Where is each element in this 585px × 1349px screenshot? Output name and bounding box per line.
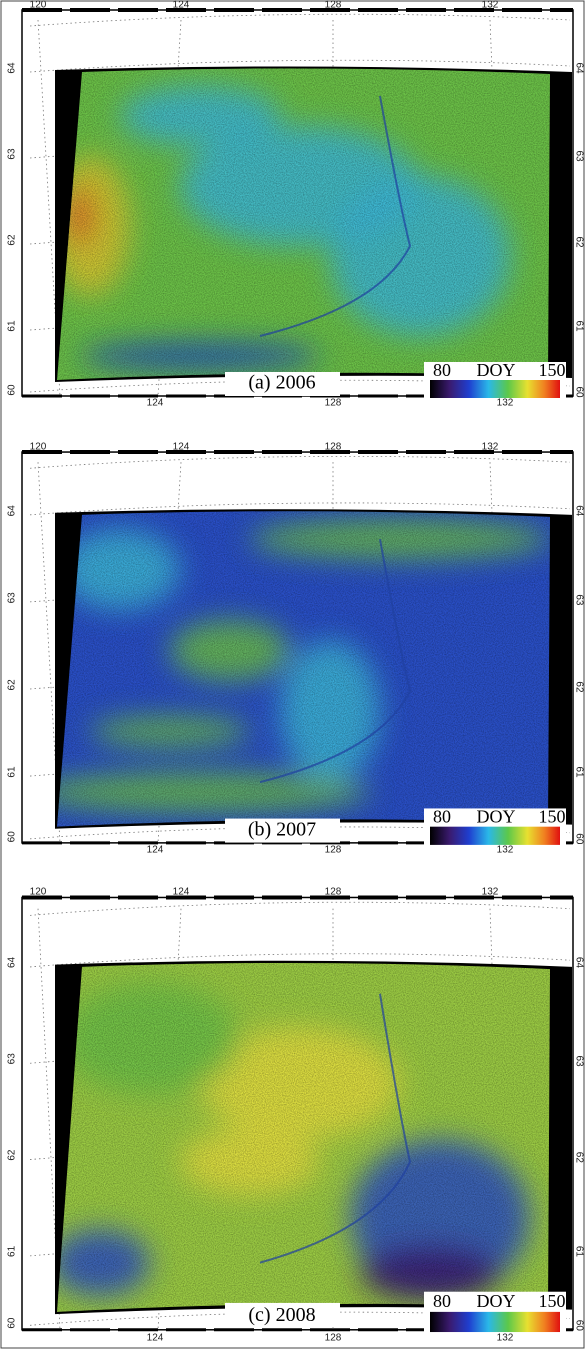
bottom-tick-label: 128 [325,845,342,856]
right-tick-label: 61 [573,766,584,778]
right-tick-label: 60 [573,1320,584,1332]
right-tick-label: 60 [573,386,584,398]
left-tick-label: 61 [7,766,18,778]
top-tick-label: 132 [482,0,499,11]
right-tick-label: 61 [573,1246,584,1258]
map-image [50,949,570,1319]
caption: (a) 2006 [248,372,315,394]
colorbar-label: DOY [477,1291,516,1311]
map-panel: 120 124 128 132 124 128 132 64 63 62 61 60 64 63 62 61 6… [7,0,585,409]
map-image [50,56,570,386]
colorbar-max: 150 [539,1291,566,1311]
top-tick-label: 120 [30,0,47,11]
left-tick-label: 60 [7,831,18,843]
left-tick-label: 60 [7,384,18,396]
right-tick-label: 61 [573,320,584,332]
right-tick-label: 64 [573,957,584,969]
right-tick-label: 63 [573,1055,584,1067]
right-tick-label: 60 [573,833,584,845]
right-tick-label: 62 [573,681,584,693]
figure: 120 124 128 132 124 128 132 64 63 62 61 60 64 63 62 61 6… [0,0,585,1349]
bottom-tick-label: 124 [147,398,164,409]
caption: (c) 2008 [248,1304,315,1326]
colorbar-max: 150 [539,360,566,380]
bottom-tick-label: 132 [497,845,514,856]
left-tick-label: 64 [7,956,18,968]
left-tick-label: 63 [7,1053,18,1065]
colorbar [430,1312,560,1332]
colorbar [430,380,560,398]
right-tick-label: 62 [573,1152,584,1164]
right-tick-label: 63 [573,594,584,606]
top-tick-label: 128 [325,887,342,898]
bottom-tick-label: 132 [497,1332,514,1343]
top-tick-label: 124 [173,887,190,898]
top-tick-label: 124 [173,0,190,11]
left-tick-label: 62 [7,1149,18,1161]
bottom-tick-label: 128 [325,1332,342,1343]
colorbar-max: 150 [539,807,566,827]
left-tick-label: 63 [7,592,18,604]
top-tick-label: 124 [173,442,190,453]
colorbar-label: DOY [477,807,516,827]
left-tick-label: 61 [7,1245,18,1257]
colorbar-min: 80 [433,807,451,827]
left-tick-label: 64 [7,62,18,74]
bottom-tick-label: 132 [497,398,514,409]
bottom-tick-label: 124 [147,845,164,856]
colorbar-min: 80 [433,360,451,380]
top-tick-label: 132 [482,442,499,453]
left-tick-label: 60 [7,1317,18,1329]
map-image [30,499,570,833]
right-tick-label: 64 [573,62,584,74]
top-tick-label: 132 [482,887,499,898]
bottom-tick-label: 128 [325,398,342,409]
colorbar-min: 80 [433,1291,451,1311]
right-tick-label: 64 [573,505,584,517]
left-tick-label: 61 [7,320,18,332]
map-panel: 120 124 128 132 124 128 132 64 63 62 61 60 64 63 62 61 6… [7,887,585,1344]
map-texture [50,499,570,833]
right-tick-label: 63 [573,150,584,162]
colorbar [430,827,560,845]
top-tick-label: 128 [325,442,342,453]
top-tick-label: 120 [30,887,47,898]
left-tick-label: 63 [7,148,18,160]
left-tick-label: 62 [7,679,18,691]
top-tick-label: 120 [30,442,47,453]
map-texture [50,56,570,386]
left-tick-label: 62 [7,234,18,246]
map-texture [50,949,570,1319]
caption: (b) 2007 [248,818,316,840]
bottom-tick-label: 124 [147,1332,164,1343]
right-tick-label: 62 [573,236,584,248]
top-tick-label: 128 [325,0,342,11]
left-tick-label: 64 [7,505,18,517]
map-panel: 120 124 128 132 124 128 132 64 63 62 61 60 64 63 62 61 6… [7,442,585,856]
colorbar-label: DOY [477,360,516,380]
